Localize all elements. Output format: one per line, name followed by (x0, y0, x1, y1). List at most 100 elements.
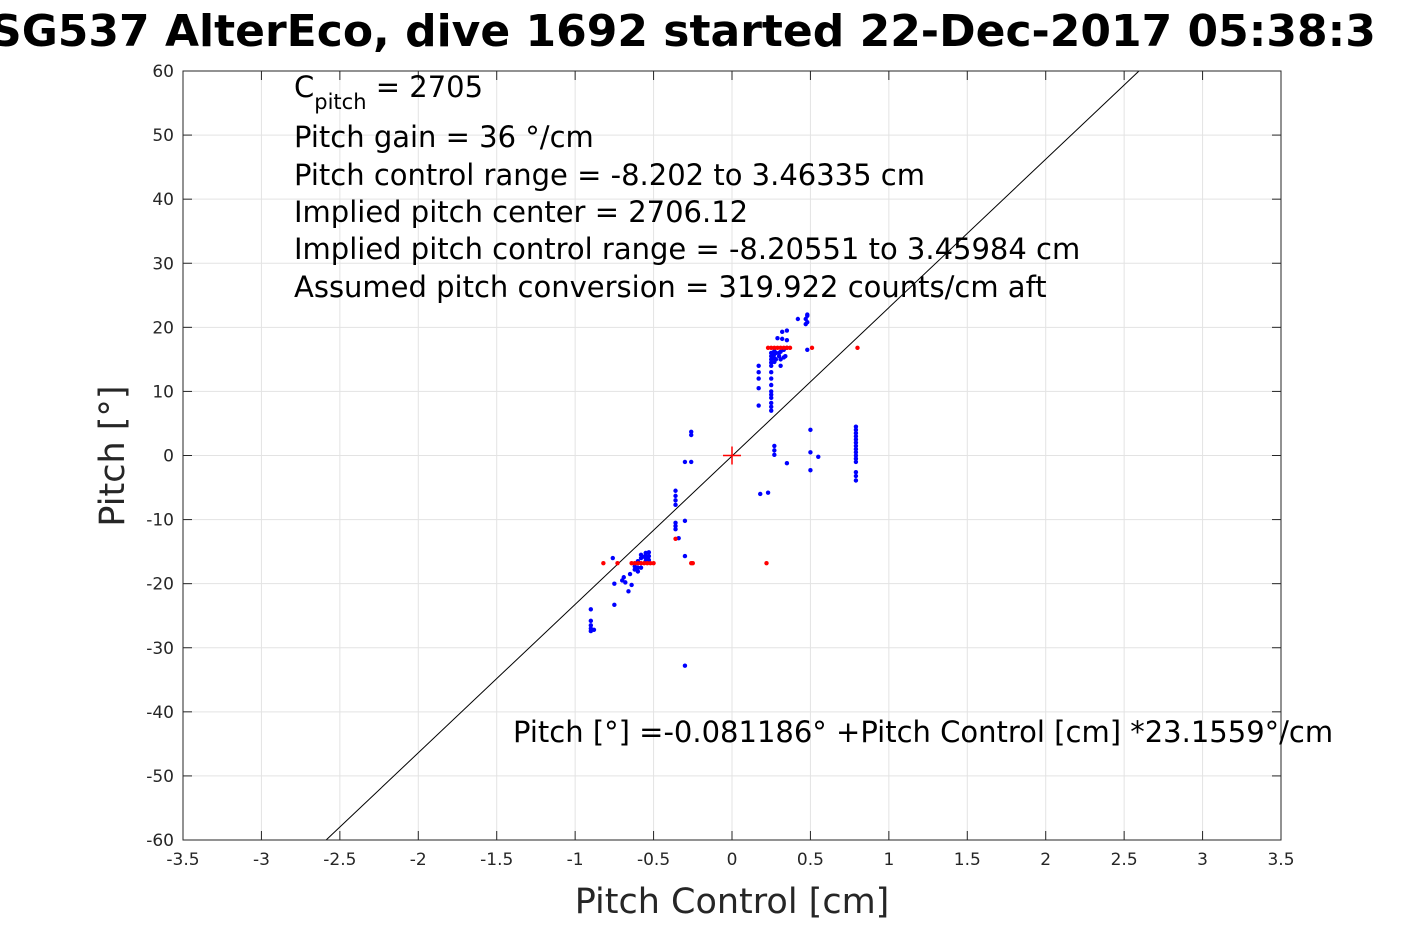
data-point-blue (779, 329, 785, 335)
data-point-blue (853, 456, 859, 461)
data-point-red (787, 345, 793, 351)
data-point-red (673, 536, 678, 542)
data-point-blue (588, 607, 594, 612)
data-point-blue (621, 575, 626, 580)
data-point-blue (805, 347, 810, 352)
data-point-red (809, 345, 815, 351)
data-point-blue (626, 589, 631, 594)
x-tick-label: 1.5 (954, 850, 981, 870)
data-point-blue (673, 493, 678, 499)
data-point-blue (588, 618, 594, 624)
data-point-blue (682, 553, 688, 559)
data-point-blue (756, 369, 761, 375)
data-point-blue (689, 432, 694, 438)
data-point-blue (635, 569, 641, 574)
annotation-c-pitch: Cpitch = 2705 (294, 70, 483, 114)
data-point-blue (682, 518, 688, 524)
data-point-red (784, 345, 790, 351)
data-point-blue (784, 337, 790, 343)
data-point-blue (682, 663, 688, 668)
data-point-red (645, 560, 650, 566)
data-point-blue (853, 450, 859, 455)
data-point-red (764, 560, 769, 566)
data-point-blue (783, 353, 788, 359)
data-point-blue (853, 440, 859, 445)
data-point-blue (773, 357, 779, 362)
data-point-red (855, 345, 860, 351)
data-point-red (781, 345, 786, 351)
y-tick-label: -40 (146, 703, 174, 723)
data-point-blue (673, 498, 678, 503)
y-tick-label: 0 (163, 447, 174, 467)
data-point-red (769, 345, 774, 351)
data-point-blue (853, 424, 859, 429)
data-point-blue (673, 520, 678, 525)
data-point-blue (769, 400, 774, 406)
c-pitch-value: = 2705 (367, 70, 484, 104)
fit-equation: Pitch [°] =-0.081186° +Pitch Control [cm… (513, 715, 1333, 749)
data-point-blue (805, 320, 810, 325)
y-tick-label: 10 (152, 382, 174, 402)
data-point-blue (638, 565, 644, 570)
data-point-blue (853, 430, 859, 436)
data-point-blue (769, 376, 774, 381)
x-tick-label: 2.5 (1111, 850, 1138, 870)
data-point-blue (808, 450, 813, 455)
data-point-blue (610, 555, 615, 561)
data-point-blue (853, 473, 859, 479)
data-point-blue (784, 328, 790, 333)
data-point-blue (795, 316, 801, 322)
data-point-blue (853, 478, 859, 483)
data-point-red (629, 560, 634, 566)
c-pitch-symbol: C (294, 70, 314, 104)
data-point-blue (853, 469, 859, 475)
data-point-blue (779, 336, 785, 342)
data-point-red (632, 560, 637, 566)
y-tick-label: -50 (146, 767, 174, 787)
data-point-blue (853, 459, 859, 465)
data-point-blue (612, 602, 617, 608)
x-tick-label: 1 (883, 850, 894, 870)
data-point-blue (758, 491, 763, 497)
data-point-blue (769, 382, 774, 388)
data-point-blue (627, 571, 633, 577)
annotation-line: Pitch control range = -8.202 to 3.46335 … (294, 158, 925, 192)
data-point-blue (769, 395, 774, 401)
data-point-blue (769, 404, 774, 409)
data-point-blue (673, 526, 678, 532)
x-tick-label: -0.5 (637, 850, 670, 870)
x-tick-label: -3.5 (166, 850, 199, 870)
data-point-blue (682, 459, 688, 465)
data-point-red (778, 345, 783, 351)
data-point-red (641, 560, 647, 566)
data-point-blue (772, 443, 777, 449)
x-tick-labels: -3.5 -3 -2.5 -2 -1.5 -1 -0.5 0 0.5 1 1.5 2 2.5 3 3.5 (166, 850, 1294, 870)
annotation-line: Assumed pitch conversion = 319.922 count… (294, 270, 1047, 304)
data-point-blue (853, 453, 859, 458)
x-tick-label: -1.5 (480, 850, 513, 870)
x-axis-label: Pitch Control [cm] (575, 882, 890, 922)
data-point-blue (646, 553, 652, 559)
annotation-line: Implied pitch center = 2706.12 (294, 195, 748, 229)
data-point-blue (772, 452, 777, 458)
data-point-red (635, 560, 641, 566)
annotation-line: Implied pitch control range = -8.20551 t… (294, 232, 1080, 266)
data-point-blue (673, 502, 678, 508)
tick-marks (182, 70, 1282, 841)
y-tick-label: 30 (152, 254, 174, 274)
data-point-blue (591, 627, 597, 633)
data-point-red (638, 560, 644, 566)
x-tick-label: 0.5 (797, 850, 824, 870)
y-tick-label: 60 (152, 62, 174, 82)
x-tick-label: -2 (410, 850, 427, 870)
data-point-blue (756, 363, 761, 368)
data-point-blue (853, 427, 859, 433)
chart-title: SG537 AlterEco, dive 1692 started 22-Dec… (0, 6, 1376, 57)
data-point-blue (853, 443, 859, 449)
data-point-blue (635, 565, 641, 570)
data-point-blue (853, 446, 859, 452)
data-point-blue (769, 389, 774, 394)
data-point-blue (816, 454, 821, 459)
data-point-blue (853, 434, 859, 439)
